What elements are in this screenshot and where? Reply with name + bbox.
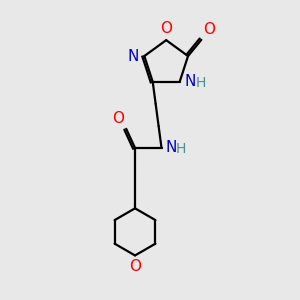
Text: N: N [128,49,139,64]
Text: H: H [196,76,206,90]
Text: H: H [176,142,186,156]
Text: O: O [112,112,124,127]
Text: O: O [203,22,215,38]
Text: N: N [185,74,196,89]
Text: O: O [129,259,141,274]
Text: O: O [160,21,172,36]
Text: N: N [165,140,176,155]
